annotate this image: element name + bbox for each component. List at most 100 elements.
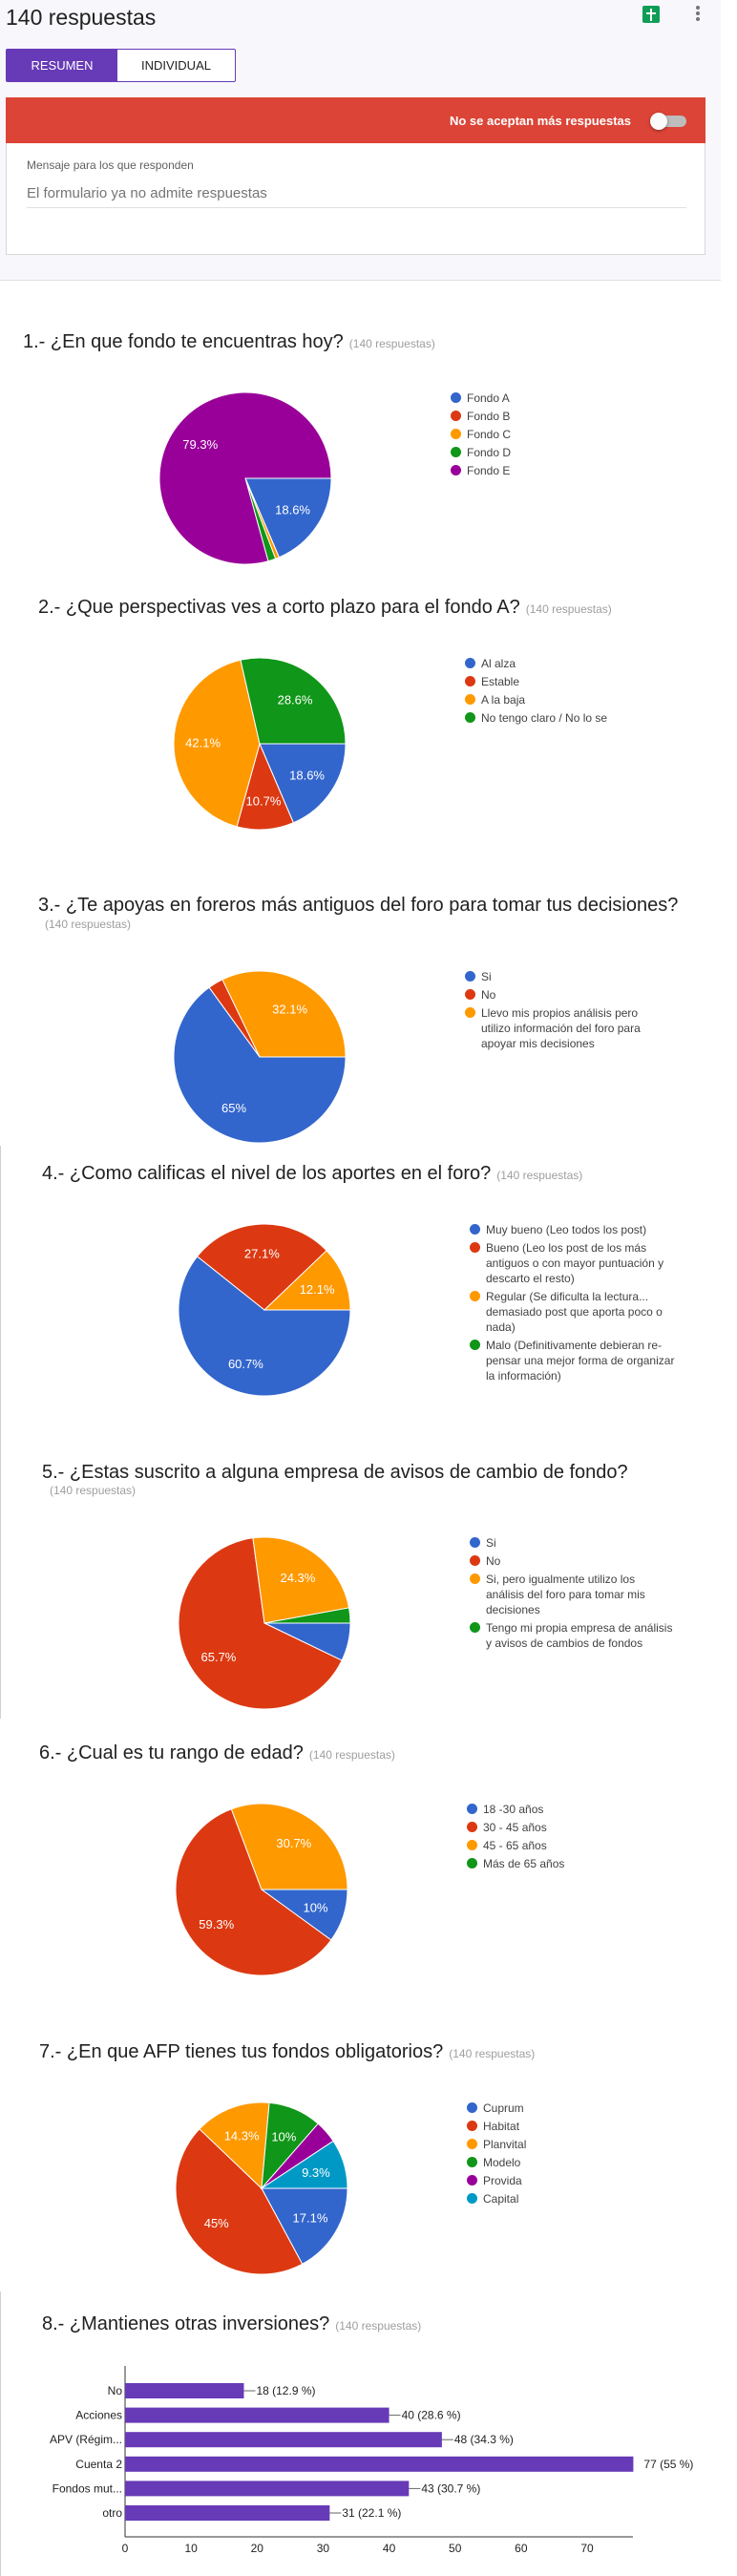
- data-label: 43 (30.7 %): [421, 2481, 480, 2495]
- legend-label: Más de 65 años: [483, 1857, 565, 1870]
- slice-percent-label: 14.3%: [224, 2128, 260, 2143]
- legend-label: Llevo mis propios análisis pero utilizo …: [481, 1006, 641, 1050]
- accepting-responses-label: No se aceptan más respuestas: [449, 114, 631, 128]
- bar[interactable]: [125, 2505, 330, 2521]
- pie-slice[interactable]: [230, 1803, 348, 1890]
- slice-percent-label: 9.3%: [302, 2165, 330, 2180]
- chart-legend: Al alza Estable A la baja No tengo claro / …: [465, 656, 670, 728]
- legend-dot-icon: [465, 1007, 475, 1018]
- pie-chart: 17.1% 45% 14.3% 10% 9.3%: [175, 2101, 348, 2275]
- bar[interactable]: [125, 2407, 390, 2423]
- slice-percent-label: 24.3%: [280, 1571, 315, 1585]
- category-label: Cuenta 2: [75, 2458, 122, 2471]
- legend-item: Más de 65 años: [467, 1856, 672, 1871]
- bar[interactable]: [125, 2383, 244, 2398]
- data-label: 18 (12.9 %): [256, 2384, 315, 2397]
- pie-slice[interactable]: [244, 477, 332, 559]
- legend-dot-icon: [470, 1573, 480, 1584]
- legend-dot-icon: [467, 2102, 477, 2113]
- legend-label: Habitat: [483, 2120, 520, 2133]
- legend-item: Si, pero igualmente utilizo los análisis…: [470, 1572, 675, 1617]
- pie-slice[interactable]: [178, 1256, 351, 1397]
- response-count: (140 respuestas): [50, 1484, 137, 1497]
- pie-slice[interactable]: [252, 1536, 350, 1624]
- category-label: Acciones: [75, 2409, 122, 2422]
- legend-dot-icon: [467, 2139, 477, 2149]
- pie-slice[interactable]: [263, 1250, 351, 1311]
- legend-label: Capital: [483, 2192, 519, 2206]
- pie-slice[interactable]: [175, 2128, 304, 2275]
- legend-label: Fondo A: [467, 391, 510, 405]
- legend-dot-icon: [465, 658, 475, 668]
- legend-label: Regular (Se dificulta la lectura... dema…: [486, 1290, 663, 1334]
- legend-item: Si: [465, 969, 670, 984]
- slice-percent-label: 10.7%: [246, 793, 282, 808]
- bar[interactable]: [125, 2481, 410, 2497]
- pie-chart: 60.7% 27.1% 12.1%: [178, 1223, 351, 1397]
- chart-legend: Cuprum Habitat Planvital Modelo Provida Capit…: [467, 2101, 672, 2209]
- tab-individual[interactable]: INDIVIDUAL: [141, 58, 211, 73]
- question-title-text: 1.- ¿En que fondo te encuentras hoy?: [23, 331, 344, 352]
- pie-slice[interactable]: [178, 1537, 343, 1710]
- question-title: 7.- ¿En que AFP tienes tus fondos obliga…: [39, 2040, 535, 2065]
- question-title-text: 3.- ¿Te apoyas en foreros más antiguos d…: [38, 895, 679, 916]
- pie-slice[interactable]: [173, 986, 347, 1144]
- pie-slice[interactable]: [261, 2187, 348, 2265]
- pie-slice[interactable]: [199, 2101, 270, 2190]
- x-tick-label: 20: [251, 2542, 264, 2555]
- slice-percent-label: 65.7%: [201, 1650, 237, 1664]
- legend-label: Fondo B: [467, 410, 511, 423]
- google-sheets-icon[interactable]: [642, 6, 660, 23]
- pie-slice[interactable]: [240, 657, 347, 745]
- legend-dot-icon: [467, 1858, 477, 1869]
- pie-slice[interactable]: [175, 1808, 332, 1976]
- card-border: [0, 1146, 1, 1719]
- slice-percent-label: 79.3%: [182, 437, 218, 452]
- legend-label: Fondo D: [467, 446, 512, 459]
- legend-item: Estable: [465, 674, 670, 689]
- legend-label: No: [486, 1554, 501, 1568]
- pie-slice[interactable]: [158, 391, 332, 565]
- legend-item: Llevo mis propios análisis pero utilizo …: [465, 1005, 670, 1051]
- closed-message-input[interactable]: [27, 185, 686, 208]
- response-count: (140 respuestas): [308, 1748, 395, 1762]
- pie-slice[interactable]: [196, 1223, 327, 1311]
- legend-dot-icon: [470, 1224, 480, 1235]
- card-border: [0, 2291, 1, 2576]
- more-vert-icon[interactable]: [693, 5, 703, 24]
- slice-percent-label: 18.6%: [275, 503, 310, 517]
- pie-chart: 65% 32.1%: [173, 970, 347, 1144]
- accepting-responses-toggle[interactable]: [650, 113, 686, 130]
- pie-slice[interactable]: [221, 970, 347, 1058]
- legend-label: 30 - 45 años: [483, 1821, 547, 1834]
- question-title: 3.- ¿Te apoyas en foreros más antiguos d…: [38, 894, 678, 917]
- category-label: otro: [102, 2506, 122, 2520]
- legend-dot-icon: [467, 2193, 477, 2204]
- legend-item: Cuprum: [467, 2101, 672, 2116]
- legend-dot-icon: [451, 465, 461, 475]
- slice-percent-label: 45%: [204, 2216, 229, 2230]
- x-tick-label: 0: [122, 2542, 129, 2555]
- bar[interactable]: [125, 2456, 634, 2472]
- pie-slice[interactable]: [263, 1607, 351, 1624]
- legend-dot-icon: [451, 392, 461, 403]
- pie-slice[interactable]: [173, 659, 261, 828]
- legend-dot-icon: [467, 1804, 477, 1814]
- legend-item: Provida: [467, 2173, 672, 2188]
- legend-dot-icon: [470, 1340, 480, 1350]
- tab-resumen[interactable]: RESUMEN: [7, 50, 117, 81]
- pie-slice[interactable]: [259, 743, 347, 824]
- pie-slice[interactable]: [260, 2140, 348, 2189]
- legend-label: 18 -30 años: [483, 1803, 544, 1816]
- pie-chart: 18.6% 10.7% 42.1% 28.6%: [173, 657, 347, 831]
- question-title: 8.- ¿Mantienes otras inversiones? (140 re…: [42, 2312, 421, 2337]
- legend-item: Tengo mi propia empresa de análisis y av…: [470, 1620, 675, 1651]
- question-title-text: 5.- ¿Estas suscrito a alguna empresa de …: [42, 1462, 628, 1483]
- legend-item: Capital: [467, 2191, 672, 2206]
- x-tick-label: 10: [184, 2542, 198, 2555]
- slice-percent-label: 18.6%: [289, 769, 325, 783]
- legend-item: Fondo D: [451, 445, 656, 460]
- bar[interactable]: [125, 2432, 442, 2448]
- legend-dot-icon: [467, 2175, 477, 2185]
